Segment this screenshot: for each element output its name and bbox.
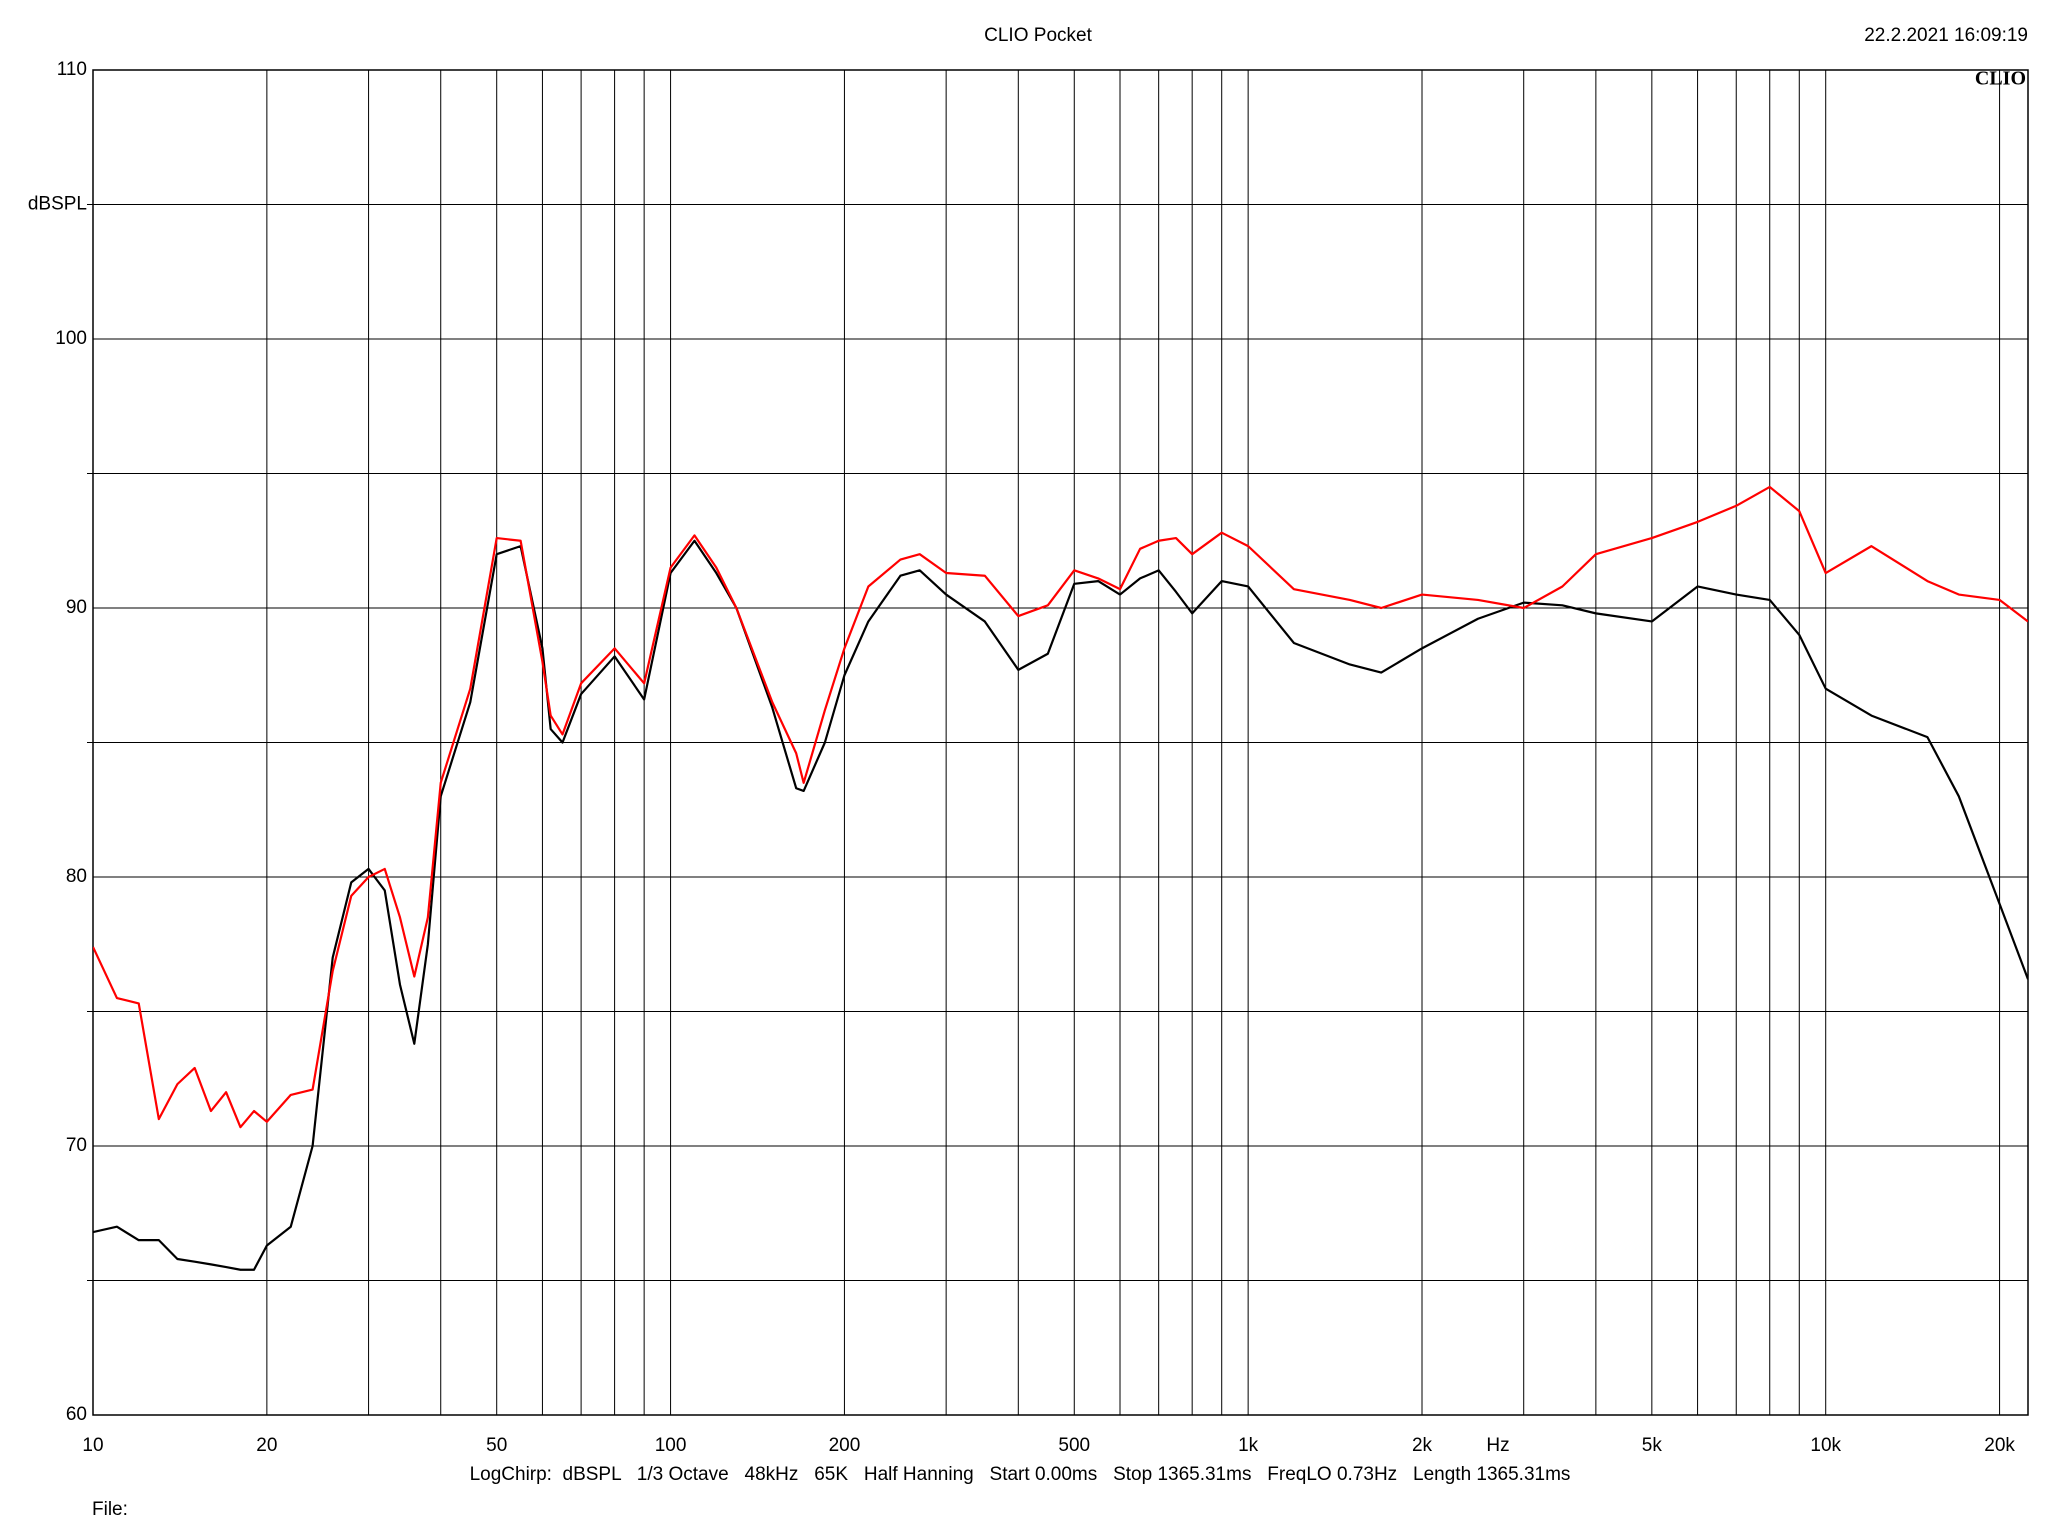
x-tick-label: 100: [655, 1435, 687, 1456]
plot-border: [92, 69, 2029, 1416]
x-tick-label: 2k: [1412, 1435, 1433, 1456]
x-tick-label: 1k: [1238, 1435, 1259, 1456]
y-tick-label: 100: [55, 328, 87, 349]
series-line: [93, 539, 2028, 1271]
y-tick-label: 80: [66, 866, 87, 887]
x-axis-label: Hz: [1486, 1435, 1509, 1456]
x-tick-label: 10: [82, 1435, 103, 1456]
y-axis-label: dBSPL: [28, 194, 87, 215]
x-tick-label: 200: [829, 1435, 861, 1456]
y-tick-label: 60: [66, 1404, 87, 1425]
series-line: [93, 485, 2028, 1129]
x-tick-label: 20k: [1984, 1435, 2015, 1456]
logo: CLIO: [1975, 68, 2026, 90]
x-tick-label: 5k: [1642, 1435, 1663, 1456]
footer: LogChirp: dBSPL 1/3 Octave 48kHz 65K Hal…: [470, 1464, 1571, 1485]
x-tick-label: 500: [1058, 1435, 1090, 1456]
x-tick-label: 20: [256, 1435, 277, 1456]
y-tick-label: 90: [66, 597, 87, 618]
y-tick-label: 70: [66, 1135, 87, 1156]
x-tick-label: 10k: [1810, 1435, 1841, 1456]
chart-title: CLIO Pocket: [984, 25, 1092, 46]
timestamp: 22.2.2021 16:09:19: [1864, 25, 2028, 46]
y-tick-label: 110: [57, 59, 87, 80]
x-tick-label: 50: [486, 1435, 507, 1456]
file-label: File:: [92, 1499, 128, 1520]
